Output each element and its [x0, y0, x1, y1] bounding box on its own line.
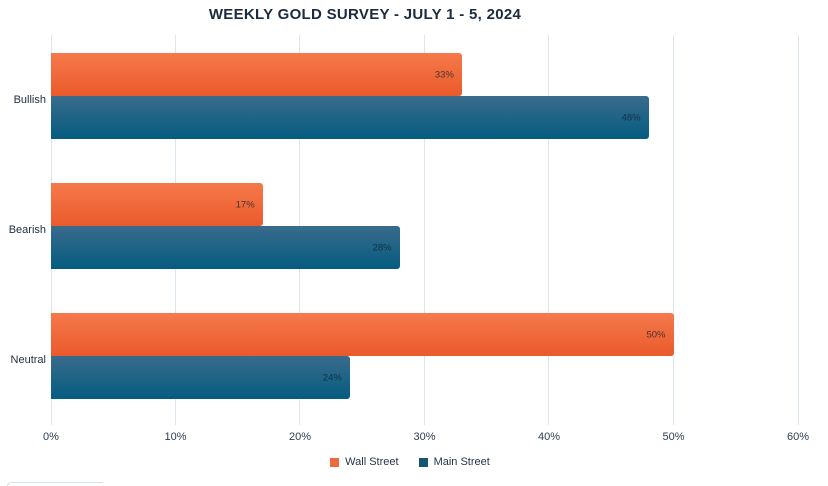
- x-axis-tick-20-: 20%: [288, 431, 312, 443]
- x-axis-tick-40-: 40%: [537, 431, 561, 443]
- x-axis-tick-10-: 10%: [164, 431, 187, 443]
- bar-value-label: 24%: [322, 372, 342, 383]
- bar-wall-street-bullish: 33%: [51, 53, 462, 96]
- lower-card-corner-divider: [7, 482, 103, 486]
- x-axis-tick-30-: 30%: [413, 431, 436, 443]
- x-axis-tick-60-: 60%: [786, 431, 810, 443]
- legend-label: Main Street: [433, 456, 490, 468]
- legend-swatch-icon: [330, 457, 340, 467]
- gridline: [797, 35, 799, 425]
- bar-value-label: 33%: [434, 69, 454, 80]
- x-axis-tick-50-: 50%: [662, 431, 685, 443]
- bar-value-label: 17%: [235, 199, 255, 210]
- legend-label: Wall Street: [345, 456, 399, 468]
- gridline: [548, 35, 550, 425]
- x-axis-tick-0-: 0%: [43, 431, 59, 443]
- gridline: [673, 35, 674, 425]
- bar-wall-street-bearish: 17%: [51, 183, 263, 226]
- bar-value-label: 48%: [621, 112, 641, 123]
- y-axis-label-neutral: Neutral: [10, 354, 46, 366]
- legend-item-wall-street: Wall Street: [330, 456, 399, 468]
- y-axis-label-bearish: Bearish: [8, 224, 46, 236]
- bar-main-street-neutral: 24%: [51, 356, 350, 399]
- chart-title: WEEKLY GOLD SURVEY - JULY 1 - 5, 2024: [208, 6, 522, 23]
- legend: Wall Street Main Street: [0, 456, 820, 468]
- y-axis-label-bullish: Bullish: [13, 94, 46, 106]
- bar-main-street-bullish: 48%: [51, 96, 649, 139]
- bar-main-street-bearish: 28%: [51, 226, 400, 269]
- legend-item-main-street: Main Street: [418, 456, 490, 468]
- legend-swatch-icon: [418, 457, 428, 467]
- plot-area: 33% 48% 17% 28% 50% 24%: [50, 35, 799, 425]
- bar-value-label: 28%: [372, 242, 392, 253]
- bar-wall-street-neutral: 50%: [51, 313, 674, 356]
- gridline: [424, 35, 425, 425]
- x-axis-ticks: 0% 10% 20% 30% 40% 50% 60%: [43, 431, 809, 445]
- bar-value-label: 50%: [646, 329, 666, 340]
